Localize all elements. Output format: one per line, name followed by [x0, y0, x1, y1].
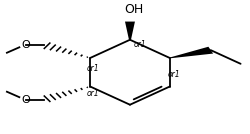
Text: or1: or1	[167, 70, 180, 79]
Polygon shape	[125, 22, 135, 40]
Polygon shape	[170, 47, 213, 58]
Text: OH: OH	[124, 3, 143, 16]
Text: or1: or1	[86, 89, 99, 98]
Text: or1: or1	[134, 40, 146, 49]
Text: O: O	[21, 94, 30, 105]
Text: or1: or1	[86, 64, 99, 73]
Text: O: O	[21, 40, 30, 50]
